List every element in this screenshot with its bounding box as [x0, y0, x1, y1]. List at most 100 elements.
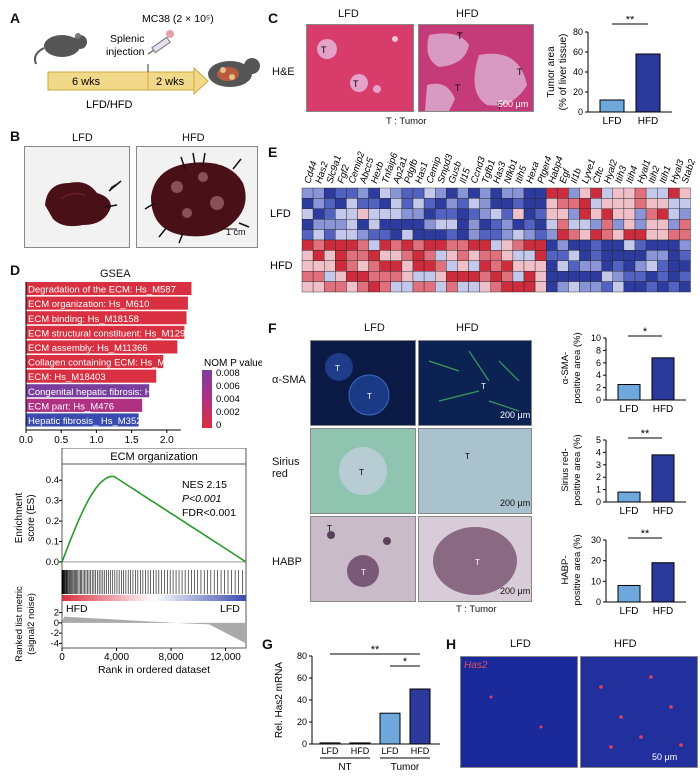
- heatmap-cell: [623, 198, 636, 210]
- heatmap-cell: [301, 260, 314, 272]
- he-hfd-label: HFD: [456, 8, 479, 20]
- x-tick-label: 2.0: [160, 435, 174, 446]
- heatmap-cell: [679, 260, 691, 272]
- heatmap-cell: [501, 270, 514, 282]
- tumor-area-chart: 0 20 40 60 80 LFD HFD ** Tumor area (% of liver t…: [546, 16, 672, 127]
- heatmap-cell: [657, 239, 669, 251]
- heatmap-cell: [324, 187, 336, 199]
- nes-bar: [26, 355, 164, 369]
- y-tick-label: 0: [302, 739, 307, 749]
- heatmap-cell: [557, 218, 569, 230]
- heatmap-cell: [501, 250, 514, 262]
- heatmap-cell: [401, 270, 414, 282]
- term-label: ECM organization: Hs_M610: [28, 299, 149, 310]
- heatmap-cell: [479, 260, 491, 272]
- heatmap-cell: [523, 198, 536, 210]
- plot-frame: [61, 448, 247, 649]
- f-hfd-label: HFD: [456, 322, 479, 334]
- heatmap-cell: [668, 260, 680, 272]
- bar: [409, 688, 431, 745]
- heatmap-cell: [379, 198, 391, 210]
- heatmap-cell: [446, 281, 458, 293]
- heatmap-cell: [546, 187, 558, 199]
- mc38-label: MC38 (2 × 10⁵): [142, 13, 214, 25]
- heatmap-cell: [423, 270, 436, 282]
- heatmap-cell: [534, 239, 547, 251]
- heatmap-cell: [324, 239, 336, 251]
- heatmap-cell: [468, 198, 480, 210]
- heatmap-cell: [379, 208, 391, 220]
- gene-label: Itih1: [658, 164, 674, 184]
- heatmap-cell: [490, 187, 502, 199]
- heatmap-cell: [335, 208, 347, 220]
- x-tick-label: 1.5: [125, 435, 139, 446]
- heatmap-cell: [357, 250, 369, 262]
- heatmap-cell: [657, 198, 669, 210]
- heatmap-cell: [634, 229, 647, 241]
- sirius-image-hfd: T: [418, 428, 532, 514]
- heatmap-cell: [623, 229, 636, 241]
- heatmap-cell: [412, 270, 425, 282]
- heatmap-cell: [557, 198, 569, 210]
- heatmap-cell: [612, 229, 625, 241]
- group-label: Tumor: [391, 762, 420, 773]
- heatmap-cell: [457, 260, 469, 272]
- gene-label: Itih3: [613, 164, 629, 185]
- he-scale-label: 500 μm: [498, 99, 529, 109]
- heatmap-cell: [324, 208, 336, 220]
- heatmap-cell: [324, 250, 336, 262]
- heatmap-cell: [368, 229, 380, 241]
- nes-bar: [26, 413, 139, 427]
- heatmap-cell: [468, 250, 480, 262]
- heatmap-cell: [668, 270, 680, 282]
- x-tick-label: LFD: [620, 404, 639, 415]
- heatmap-cell: [312, 281, 325, 293]
- heatmap-cell: [601, 187, 614, 199]
- heatmap-cell: [634, 187, 647, 199]
- x-tick-label: 0.5: [54, 435, 68, 446]
- plot-title: ECM organization: [110, 451, 197, 463]
- heatmap-cell: [590, 208, 602, 220]
- heatmap-cell: [590, 250, 602, 262]
- heatmap-cell: [423, 260, 436, 272]
- legend-tick: 0.002: [216, 407, 240, 418]
- tumor-mark: T: [517, 67, 523, 77]
- heatmap-cell: [390, 250, 403, 262]
- y-tick-label: 5: [596, 435, 601, 445]
- heatmap-cell: [634, 270, 647, 282]
- heatmap-cell: [612, 260, 625, 272]
- heatmap-cell: [612, 208, 625, 220]
- heatmap-cell: [657, 281, 669, 293]
- p-value-colorbar: [202, 370, 212, 428]
- heatmap-cell: [434, 281, 447, 293]
- heatmap-cell: [657, 208, 669, 220]
- y-tick-label: 6: [596, 358, 601, 368]
- heatmap-cell: [390, 218, 403, 230]
- heatmap-cell: [512, 281, 525, 293]
- heatmap-cell: [401, 239, 414, 251]
- heatmap-cell: [568, 187, 580, 199]
- heatmap-cell: [557, 208, 569, 220]
- x-tick-label: 1.0: [89, 435, 103, 446]
- heatmap-cell: [601, 281, 614, 293]
- heatmap-cell: [612, 239, 625, 251]
- heatmap-cell: [312, 270, 325, 282]
- heatmap-cell: [679, 198, 691, 210]
- legend-tick: 0.008: [216, 368, 240, 379]
- heatmap-cell: [679, 187, 691, 199]
- bar: [651, 562, 675, 603]
- heatmap-cell: [479, 218, 491, 230]
- heatmap-cell: [434, 239, 447, 251]
- heatmap-cell: [379, 281, 391, 293]
- heatmap-cell: [645, 198, 658, 210]
- heatmap-cell: [324, 270, 336, 282]
- heatmap-cell: [657, 187, 669, 199]
- heatmap-cell: [657, 218, 669, 230]
- heatmap-cell: [312, 260, 325, 272]
- term-label: ECM binding: Hs_M18158: [28, 314, 139, 325]
- term-label: ECM assembly: Hs_M11366: [28, 343, 148, 354]
- heatmap-cell: [601, 198, 614, 210]
- heatmap-cell: [423, 218, 436, 230]
- heatmap-cell: [490, 270, 502, 282]
- heatmap-cell: [534, 270, 547, 282]
